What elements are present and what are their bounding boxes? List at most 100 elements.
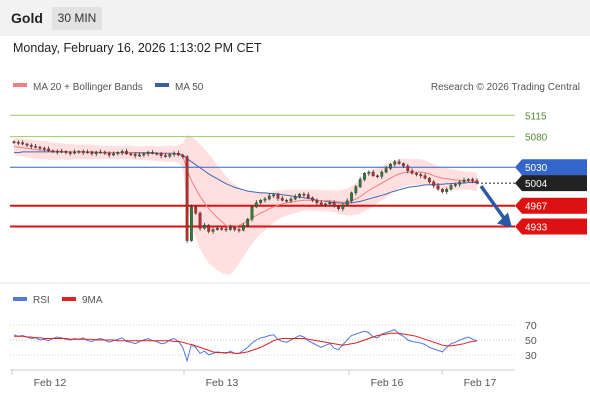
candle-body	[42, 148, 46, 150]
candle-body	[315, 200, 319, 203]
rsi-line	[13, 329, 478, 363]
candle-body	[146, 152, 150, 154]
candle-body	[129, 153, 133, 155]
level-label-4933: 4933	[525, 223, 548, 234]
projection-arrow-head	[497, 212, 512, 228]
candle-body	[202, 225, 206, 229]
candle-body	[47, 148, 51, 151]
candle-body	[194, 206, 198, 214]
level-label-5004: 5004	[525, 179, 548, 190]
candle-body	[55, 151, 59, 153]
candle-body	[419, 174, 423, 176]
candle-body	[415, 173, 418, 175]
candle-body	[324, 203, 327, 206]
candle-body	[120, 151, 124, 153]
candle-body	[332, 202, 336, 207]
rsi-legend-swatch	[13, 297, 27, 301]
candle-body	[423, 175, 427, 179]
candle-body	[376, 175, 379, 177]
candle-body	[90, 151, 94, 154]
candle-body	[224, 228, 228, 231]
candle-body	[237, 229, 241, 231]
level-tag-4967	[515, 197, 587, 214]
ma50-legend-swatch	[155, 83, 169, 87]
candle-body	[68, 152, 72, 154]
candle-body	[185, 156, 189, 241]
candle-body	[155, 152, 159, 155]
candle-body	[311, 197, 314, 201]
candle-body	[298, 193, 301, 197]
candle-body	[440, 189, 444, 192]
candle-body	[358, 179, 362, 187]
candle-body	[453, 184, 457, 186]
candle-body	[181, 154, 185, 158]
candle-body	[393, 161, 397, 165]
candle-body	[215, 228, 219, 230]
projection-arrow-shaft	[479, 185, 507, 221]
x-tick-label: Feb 17	[464, 377, 497, 389]
candle-body	[337, 206, 340, 209]
candle-body	[328, 202, 332, 205]
candle-body	[363, 173, 366, 180]
candle-body	[38, 146, 42, 149]
candle-body	[345, 200, 349, 206]
level-tag-4933	[515, 218, 587, 235]
candle-body	[449, 185, 453, 190]
candle-body	[406, 165, 410, 172]
candle-body	[228, 226, 232, 230]
candle-body	[402, 163, 405, 167]
candle-body	[12, 141, 16, 143]
candle-body	[384, 168, 388, 173]
candle-body	[445, 189, 449, 192]
candle-body	[380, 171, 384, 177]
candle-body	[151, 152, 154, 154]
candle-body	[341, 204, 345, 209]
level-label-5115: 5115	[525, 111, 547, 122]
x-tick-label: Feb 13	[206, 377, 239, 389]
candle-body	[280, 198, 284, 201]
level-tag-5030	[515, 159, 587, 176]
candle-body	[259, 200, 263, 203]
candle-body	[207, 225, 211, 232]
candle-body	[272, 194, 276, 197]
candle-body	[220, 228, 224, 230]
instrument-title: Gold	[11, 10, 43, 26]
candle-body	[397, 161, 401, 164]
candle-body	[319, 202, 323, 206]
candle-body	[103, 151, 107, 154]
candle-body	[462, 179, 466, 183]
candle-body	[94, 152, 98, 154]
level-tag-5004	[515, 175, 587, 192]
candle-body	[29, 145, 33, 147]
candle-body	[285, 200, 289, 202]
candle-body	[34, 146, 38, 148]
candle-body	[125, 151, 128, 154]
candle-body	[276, 194, 280, 199]
candle-body	[107, 152, 111, 156]
timeframe-button[interactable]: 30 MIN	[52, 7, 102, 30]
ma9-legend-label: 9MA	[82, 295, 103, 306]
candle-body	[168, 154, 172, 157]
candle-body	[250, 206, 254, 220]
candle-body	[64, 151, 68, 153]
candle-body	[142, 153, 146, 156]
candle-body	[293, 196, 297, 200]
candle-body	[241, 225, 245, 231]
candle-body	[211, 229, 215, 232]
candle-body	[77, 151, 81, 153]
candle-body	[371, 171, 375, 176]
level-label-5030: 5030	[525, 163, 548, 174]
candle-body	[16, 141, 20, 144]
x-axis: Feb 12 Feb 13 Feb 16 Feb 17	[11, 370, 497, 389]
candle-body	[73, 151, 76, 154]
candle-body	[475, 180, 479, 184]
candle-body	[198, 212, 202, 229]
candle-body	[60, 151, 63, 153]
candle-body	[367, 171, 371, 174]
candle-body	[306, 194, 310, 198]
candle-body	[466, 179, 470, 181]
candle-body	[354, 186, 358, 194]
candle-body	[164, 155, 167, 157]
price-chart: 5115 5080 5030 5004 4967 4933	[10, 111, 587, 275]
